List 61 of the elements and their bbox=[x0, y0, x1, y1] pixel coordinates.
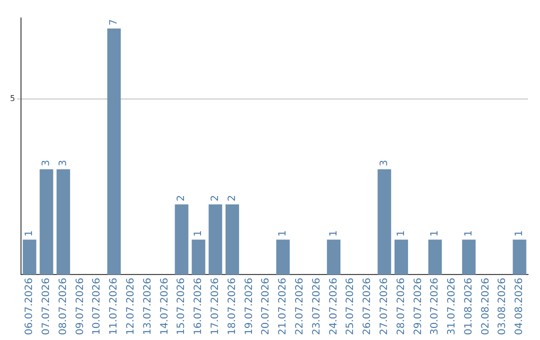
data-label: 1 bbox=[328, 230, 340, 237]
x-tick-label: 27.07.2026 bbox=[378, 278, 390, 336]
x-tick-label: 08.07.2026 bbox=[58, 278, 69, 336]
x-tick-label: 09.07.2026 bbox=[74, 278, 86, 336]
bar bbox=[192, 240, 206, 275]
x-tick-label: 01.08.2026 bbox=[463, 278, 474, 336]
x-tick-label: 23.07.2026 bbox=[311, 278, 322, 336]
x-tick-label: 07.07.2026 bbox=[41, 278, 52, 336]
x-tick-label: 14.07.2026 bbox=[159, 278, 170, 336]
x-tick-label: 15.07.2026 bbox=[176, 278, 188, 336]
bar bbox=[107, 28, 121, 275]
x-tick-label: 12.07.2026 bbox=[126, 278, 137, 336]
data-label: 1 bbox=[24, 230, 36, 237]
x-tick-label: 02.08.2026 bbox=[480, 278, 492, 336]
bar bbox=[512, 240, 526, 275]
data-label: 3 bbox=[58, 160, 69, 166]
data-label: 2 bbox=[210, 195, 221, 202]
x-tick-label: 13.07.2026 bbox=[142, 278, 154, 336]
bar bbox=[394, 240, 408, 275]
data-label: 1 bbox=[514, 230, 526, 237]
bar bbox=[208, 204, 222, 275]
x-tick-label: 28.07.2026 bbox=[396, 278, 407, 336]
data-label: 1 bbox=[193, 230, 204, 237]
data-label: 3 bbox=[41, 160, 52, 166]
x-tick-label: 29.07.2026 bbox=[412, 278, 424, 336]
x-tick-label: 17.07.2026 bbox=[210, 278, 221, 336]
y-tick-label: 5 bbox=[10, 94, 16, 103]
x-tick-label: 22.07.2026 bbox=[294, 278, 306, 336]
bar bbox=[428, 240, 442, 275]
x-tick-label: 06.07.2026 bbox=[24, 278, 36, 336]
bar bbox=[40, 169, 54, 275]
bar bbox=[226, 204, 240, 275]
x-tick-label: 04.08.2026 bbox=[514, 278, 526, 336]
x-tick-label: 31.07.2026 bbox=[446, 278, 458, 336]
bar bbox=[378, 169, 392, 275]
x-tick-label: 24.07.2026 bbox=[328, 278, 340, 336]
bar bbox=[56, 169, 70, 275]
x-tick-label: 19.07.2026 bbox=[244, 278, 255, 336]
data-label: 2 bbox=[176, 195, 188, 202]
data-label: 1 bbox=[396, 230, 407, 237]
x-tick-label: 20.07.2026 bbox=[260, 278, 272, 336]
x-tick-label: 16.07.2026 bbox=[193, 278, 204, 336]
data-label: 7 bbox=[108, 19, 120, 26]
data-label: 1 bbox=[430, 230, 441, 237]
data-label: 2 bbox=[226, 195, 238, 202]
x-tick-label: 25.07.2026 bbox=[345, 278, 356, 336]
x-tick-label: 21.07.2026 bbox=[278, 278, 289, 336]
x-tick-label: 18.07.2026 bbox=[226, 278, 238, 336]
data-label: 1 bbox=[463, 230, 474, 237]
x-tick-label: 03.08.2026 bbox=[497, 278, 508, 336]
bar bbox=[174, 204, 188, 275]
bar bbox=[326, 240, 340, 275]
x-tick-label: 30.07.2026 bbox=[430, 278, 441, 336]
x-tick-label: 11.07.2026 bbox=[108, 278, 120, 336]
bar bbox=[462, 240, 476, 275]
bar bbox=[22, 240, 36, 275]
data-label: 3 bbox=[378, 160, 390, 166]
bar bbox=[276, 240, 290, 275]
x-tick-label: 26.07.2026 bbox=[362, 278, 374, 336]
data-label: 1 bbox=[278, 230, 289, 237]
x-tick-label: 10.07.2026 bbox=[92, 278, 103, 336]
